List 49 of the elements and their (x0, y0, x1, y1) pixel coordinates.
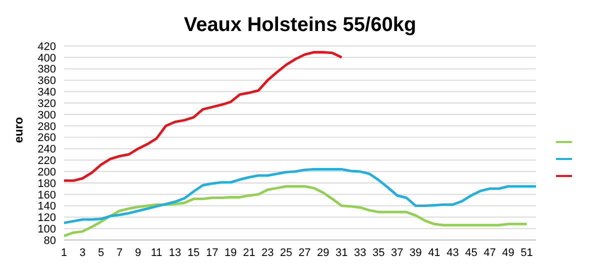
y-tick-label: 280 (38, 120, 56, 133)
x-tick-label: 21 (242, 246, 256, 259)
x-tick-label: 3 (79, 246, 86, 259)
y-tick-label: 220 (38, 155, 56, 168)
x-tick-label: 5 (98, 246, 104, 259)
x-tick-label: 49 (502, 246, 514, 259)
x-tick-label: 31 (336, 246, 348, 259)
x-tick-label: 43 (446, 246, 459, 259)
y-tick-label: 400 (38, 52, 56, 64)
x-tick-label: 41 (428, 246, 440, 259)
y-tick-label: 140 (38, 200, 56, 213)
y-tick-label: 180 (38, 178, 56, 190)
x-tick-label: 19 (224, 246, 237, 259)
x-tick-label: 17 (206, 246, 218, 259)
chart-title: Veaux Holsteins 55/60kg (182, 13, 418, 38)
y-tick-label: 80 (44, 234, 56, 247)
y-tick-label: 300 (38, 109, 56, 122)
y-tick-label: 340 (38, 86, 56, 99)
y-tick-label: 120 (38, 212, 56, 224)
y-tick-label: 260 (38, 132, 56, 144)
x-tick-label: 7 (116, 246, 123, 259)
y-tick-label: 360 (38, 75, 56, 88)
x-tick-label: 27 (298, 246, 311, 259)
x-tick-label: 11 (150, 246, 162, 259)
x-tick-label: 23 (261, 246, 274, 259)
line-series (64, 185, 528, 238)
x-tick-label: 9 (134, 246, 142, 259)
y-tick-label: 160 (38, 189, 56, 202)
y-tick-label: 200 (38, 166, 56, 178)
x-tick-label: 39 (410, 246, 422, 259)
y-tick-label: 100 (38, 223, 56, 236)
x-tick-label: 13 (168, 246, 182, 259)
y-tick-label: 240 (38, 144, 56, 156)
x-tick-label: 33 (354, 246, 366, 259)
x-tick-label: 1 (60, 246, 68, 259)
x-tick-label: 29 (317, 246, 330, 259)
x-tick-label: 37 (391, 246, 404, 259)
y-tick-label: 420 (38, 40, 56, 53)
x-tick-label: 45 (465, 246, 478, 259)
x-tick-label: 35 (372, 246, 385, 259)
x-tick-label: 47 (484, 246, 496, 259)
line-series (64, 51, 343, 182)
x-tick-label: 15 (187, 246, 200, 259)
x-tick-label: 51 (520, 246, 533, 259)
y-tick-label: 380 (38, 64, 56, 76)
x-tick-label: 25 (280, 246, 292, 259)
y-axis-title: euro (11, 116, 26, 143)
y-tick-label: 320 (38, 98, 56, 110)
line-series (64, 168, 536, 224)
